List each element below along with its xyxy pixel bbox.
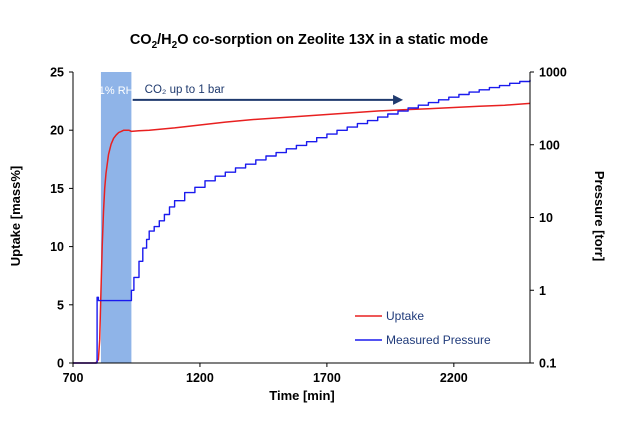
legend: Uptake Measured Pressure xyxy=(355,309,491,347)
y-left-tick-label: 15 xyxy=(50,182,64,196)
y-right-tick-label: 1 xyxy=(539,284,546,298)
legend-label-uptake: Uptake xyxy=(386,309,424,323)
x-axis-label: Time [min] xyxy=(269,388,335,403)
chart-title: CO2/H2O co-sorption on Zeolite 13X in a … xyxy=(130,32,488,51)
plot-area: 1% RH CO₂ up to 1 bar 700 1200 1700 2200 0 5 10 1… xyxy=(50,66,567,386)
legend-item-uptake: Uptake xyxy=(355,309,424,323)
y-left-tick-label: 5 xyxy=(57,298,64,312)
band-label: 1% RH xyxy=(99,85,134,97)
y-axis-right-label: Pressure [torr] xyxy=(592,171,607,261)
series-pressure-line xyxy=(73,79,531,364)
y-left-tick-label: 20 xyxy=(50,124,64,138)
y-axis-left-label: Uptake [mass%] xyxy=(8,166,23,266)
y-left-tick-label: 10 xyxy=(50,240,64,254)
y-left-tick-label: 25 xyxy=(50,66,64,80)
legend-label-pressure: Measured Pressure xyxy=(386,333,491,347)
y-right-tick-label: 100 xyxy=(539,138,560,152)
y-right-tick-label: 1000 xyxy=(539,66,567,80)
x-tick-label: 1200 xyxy=(186,371,214,385)
y-left-tick-label: 0 xyxy=(57,357,64,371)
series-uptake-line xyxy=(73,102,531,364)
humidity-band xyxy=(100,72,132,363)
x-tick-label: 1700 xyxy=(313,371,341,385)
co2-arrow-label: CO₂ up to 1 bar xyxy=(145,84,225,96)
x-tick-label: 700 xyxy=(63,371,84,385)
x-tick-label: 2200 xyxy=(440,371,468,385)
legend-item-pressure: Measured Pressure xyxy=(355,333,491,347)
y-right-tick-label: 10 xyxy=(539,211,553,225)
y-right-tick-label: 0.1 xyxy=(539,357,556,371)
co2-arrow-head xyxy=(393,94,404,105)
